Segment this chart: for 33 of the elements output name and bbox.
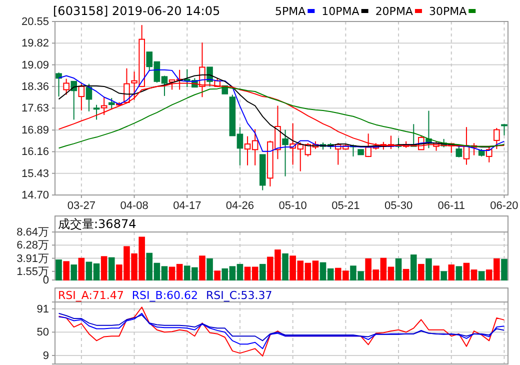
series-label: RSI_C:53.37 [206, 289, 272, 302]
y-tick-label: 19.82 [21, 38, 49, 50]
y-tick-label: 20.55 [21, 16, 49, 28]
legend-label: 30PMA [428, 5, 468, 18]
x-tick-label: 04-17 [173, 200, 202, 212]
y-tick-label: 19.09 [21, 59, 49, 72]
y-tick-label: 16.16 [21, 146, 49, 158]
x-tick-label: 06-11 [438, 200, 466, 212]
y-tick-label: 50 [36, 326, 49, 339]
legend-label: 20PMA [375, 5, 414, 18]
y-tick-label: 17.63 [21, 102, 49, 115]
x-tick-label: 05-30 [384, 200, 413, 212]
chart-title: [603158] 2019-06-20 14:05 [53, 4, 220, 18]
chart-title: 成交量:36874 [58, 217, 136, 231]
y-tick-label: 15.43 [21, 168, 49, 180]
y-tick-label: 14.70 [21, 190, 49, 202]
x-tick-label: 06-20 [490, 200, 518, 212]
y-tick-label: 16.89 [21, 124, 49, 137]
legend-label: 5PMA [275, 5, 306, 18]
y-tick-label: 8.64万 [16, 226, 49, 239]
series-label: RSI_B:60.62 [132, 289, 198, 302]
x-tick-label: 03-27 [67, 200, 96, 212]
x-tick-label: 04-26 [226, 200, 254, 212]
y-tick-label: 6.28万 [16, 240, 49, 252]
y-tick-label: 91 [36, 303, 49, 316]
y-tick-label: 18.36 [21, 80, 49, 93]
x-tick-label: 05-21 [332, 200, 360, 212]
legend-label: 10PMA [322, 5, 360, 18]
y-tick-label: 9 [42, 350, 49, 362]
x-tick-label: 04-08 [120, 200, 148, 212]
x-tick-label: 05-10 [278, 200, 307, 212]
y-tick-label: 3.91万 [16, 252, 49, 265]
series-label: RSI_A:71.47 [58, 289, 124, 302]
